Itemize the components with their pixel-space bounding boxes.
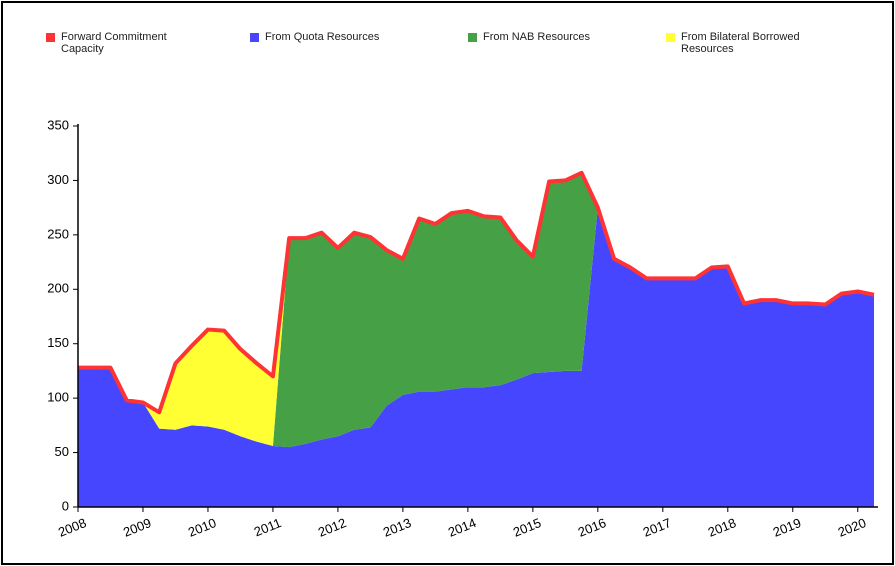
y-tick-label: 50 (55, 444, 69, 459)
x-tick-label: 2012 (316, 515, 348, 540)
x-tick-label: 2014 (446, 515, 478, 540)
legend-swatch (666, 33, 675, 42)
area (78, 207, 874, 507)
y-tick-label: 100 (47, 390, 69, 405)
legend-item: From Bilateral Borrowed Resources (666, 31, 856, 55)
legend-swatch (250, 33, 259, 42)
x-tick-label: 2009 (121, 515, 153, 540)
legend-label: From Quota Resources (265, 31, 380, 43)
legend-swatch (468, 33, 477, 42)
area (78, 172, 874, 448)
legend-label: From Bilateral Borrowed Resources (681, 31, 800, 55)
legend-label: From NAB Resources (483, 31, 590, 43)
legend-item: Forward Commitment Capacity (46, 31, 236, 55)
area (78, 172, 874, 447)
x-tick-label: 2011 (252, 515, 284, 539)
y-tick-label: 200 (47, 281, 69, 296)
y-tick-label: 250 (47, 226, 69, 241)
y-tick-label: 150 (47, 335, 69, 350)
x-tick-label: 2013 (381, 515, 413, 540)
legend-item: From NAB Resources (468, 31, 648, 43)
x-tick-label: 2015 (511, 515, 543, 540)
x-tick-label: 2020 (836, 515, 868, 540)
y-tick-label: 350 (47, 117, 69, 132)
x-tick-label: 2018 (706, 515, 738, 540)
x-tick-label: 2019 (771, 515, 803, 540)
y-tick-label: 0 (62, 498, 69, 513)
legend-swatch (46, 33, 55, 42)
x-tick-label: 2017 (641, 515, 673, 540)
legend-label: Forward Commitment Capacity (61, 31, 167, 55)
legend-item: From Quota Resources (250, 31, 450, 43)
y-tick-label: 300 (47, 172, 69, 187)
x-tick-label: 2008 (56, 515, 88, 540)
x-tick-label: 2016 (576, 515, 608, 540)
x-tick-label: 2010 (186, 515, 218, 540)
line (78, 170, 875, 415)
